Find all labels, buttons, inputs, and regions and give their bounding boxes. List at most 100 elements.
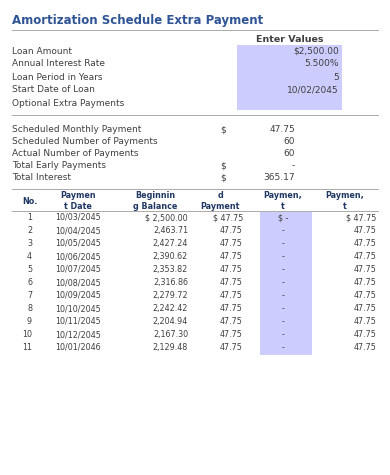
Text: 2,204.94: 2,204.94 bbox=[153, 317, 188, 326]
Bar bbox=[237, 71, 342, 84]
Text: 47.75: 47.75 bbox=[220, 343, 243, 352]
Bar bbox=[260, 212, 312, 225]
Text: Start Date of Loan: Start Date of Loan bbox=[12, 86, 95, 95]
Text: 47.75: 47.75 bbox=[353, 317, 376, 326]
Text: 10/03/2045: 10/03/2045 bbox=[55, 213, 101, 222]
Text: Loan Period in Years: Loan Period in Years bbox=[12, 73, 103, 82]
Text: Beginnin
g Balance: Beginnin g Balance bbox=[133, 191, 177, 211]
Text: 47.75: 47.75 bbox=[353, 304, 376, 313]
Text: -: - bbox=[282, 304, 284, 313]
Bar bbox=[260, 342, 312, 355]
Text: 47.75: 47.75 bbox=[220, 265, 243, 274]
Text: $: $ bbox=[220, 125, 226, 134]
Text: 10/02/2045: 10/02/2045 bbox=[287, 86, 339, 95]
Text: 47.75: 47.75 bbox=[220, 291, 243, 300]
Text: 47.75: 47.75 bbox=[353, 226, 376, 235]
Text: 47.75: 47.75 bbox=[353, 239, 376, 248]
Text: 5.500%: 5.500% bbox=[305, 59, 339, 68]
Bar bbox=[260, 329, 312, 342]
Text: 9: 9 bbox=[27, 317, 32, 326]
Text: -: - bbox=[282, 291, 284, 300]
Bar bbox=[260, 225, 312, 238]
Text: 6: 6 bbox=[27, 278, 32, 287]
Bar bbox=[260, 264, 312, 277]
Text: 2,427.24: 2,427.24 bbox=[152, 239, 188, 248]
Text: Amortization Schedule Extra Payment: Amortization Schedule Extra Payment bbox=[12, 14, 263, 27]
Text: 47.75: 47.75 bbox=[353, 265, 376, 274]
Text: 5: 5 bbox=[333, 73, 339, 82]
Text: 10/07/2045: 10/07/2045 bbox=[55, 265, 101, 274]
Text: -: - bbox=[282, 317, 284, 326]
Text: No.: No. bbox=[22, 197, 38, 206]
Text: 2,353.82: 2,353.82 bbox=[153, 265, 188, 274]
Bar bbox=[237, 84, 342, 97]
Text: -: - bbox=[282, 252, 284, 261]
Text: 2: 2 bbox=[27, 226, 32, 235]
Text: 47.75: 47.75 bbox=[220, 317, 243, 326]
Text: 60: 60 bbox=[284, 137, 295, 146]
Bar bbox=[260, 238, 312, 251]
Text: 47.75: 47.75 bbox=[353, 291, 376, 300]
Text: -: - bbox=[282, 239, 284, 248]
Text: -: - bbox=[282, 265, 284, 274]
Text: 2,390.62: 2,390.62 bbox=[153, 252, 188, 261]
Text: $ 2,500.00: $ 2,500.00 bbox=[145, 213, 188, 222]
Text: -: - bbox=[282, 226, 284, 235]
Text: Annual Interest Rate: Annual Interest Rate bbox=[12, 59, 105, 68]
Text: 3: 3 bbox=[27, 239, 32, 248]
Text: Paymen,
t: Paymen, t bbox=[264, 191, 302, 211]
Text: 47.75: 47.75 bbox=[220, 304, 243, 313]
Text: $ -: $ - bbox=[278, 213, 288, 222]
Bar bbox=[237, 45, 342, 58]
Text: 47.75: 47.75 bbox=[220, 252, 243, 261]
Text: -: - bbox=[282, 343, 284, 352]
Text: 7: 7 bbox=[27, 291, 32, 300]
Text: 60: 60 bbox=[284, 150, 295, 159]
Text: Paymen
t Date: Paymen t Date bbox=[60, 191, 96, 211]
Text: 47.75: 47.75 bbox=[220, 226, 243, 235]
Text: 47.75: 47.75 bbox=[353, 278, 376, 287]
Text: -: - bbox=[292, 162, 295, 171]
Text: Scheduled Number of Payments: Scheduled Number of Payments bbox=[12, 137, 158, 146]
Text: $: $ bbox=[220, 173, 226, 182]
Text: 47.75: 47.75 bbox=[353, 343, 376, 352]
Text: 365.17: 365.17 bbox=[263, 173, 295, 182]
Text: 2,316.86: 2,316.86 bbox=[153, 278, 188, 287]
Text: 10/01/2046: 10/01/2046 bbox=[55, 343, 101, 352]
Text: 5: 5 bbox=[27, 265, 32, 274]
Bar bbox=[260, 251, 312, 264]
Text: 10/12/2045: 10/12/2045 bbox=[55, 330, 101, 339]
Text: 1: 1 bbox=[27, 213, 32, 222]
Text: 10/05/2045: 10/05/2045 bbox=[55, 239, 101, 248]
Text: 47.75: 47.75 bbox=[220, 239, 243, 248]
Bar bbox=[237, 58, 342, 71]
Text: 10/09/2045: 10/09/2045 bbox=[55, 291, 101, 300]
Text: 10/11/2045: 10/11/2045 bbox=[55, 317, 101, 326]
Text: Enter Values: Enter Values bbox=[256, 35, 324, 44]
Text: 10: 10 bbox=[22, 330, 32, 339]
Text: Actual Number of Payments: Actual Number of Payments bbox=[12, 150, 138, 159]
Text: -: - bbox=[282, 278, 284, 287]
Text: Paymen,
t: Paymen, t bbox=[326, 191, 364, 211]
Text: $ 47.75: $ 47.75 bbox=[346, 213, 376, 222]
Text: 10/10/2045: 10/10/2045 bbox=[55, 304, 101, 313]
Text: Loan Amount: Loan Amount bbox=[12, 47, 72, 56]
Text: Scheduled Monthly Payment: Scheduled Monthly Payment bbox=[12, 125, 141, 134]
Text: d
Payment: d Payment bbox=[200, 191, 240, 211]
Text: -: - bbox=[282, 330, 284, 339]
Text: 8: 8 bbox=[27, 304, 32, 313]
Bar bbox=[260, 316, 312, 329]
Text: 10/04/2045: 10/04/2045 bbox=[55, 226, 101, 235]
Text: 10/06/2045: 10/06/2045 bbox=[55, 252, 101, 261]
Bar bbox=[237, 97, 342, 110]
Text: 2,279.72: 2,279.72 bbox=[152, 291, 188, 300]
Text: 47.75: 47.75 bbox=[353, 330, 376, 339]
Text: Optional Extra Payments: Optional Extra Payments bbox=[12, 98, 124, 107]
Text: 2,167.30: 2,167.30 bbox=[153, 330, 188, 339]
Text: 11: 11 bbox=[22, 343, 32, 352]
Text: 4: 4 bbox=[27, 252, 32, 261]
Bar bbox=[260, 290, 312, 303]
Bar bbox=[260, 277, 312, 290]
Text: 47.75: 47.75 bbox=[353, 252, 376, 261]
Text: Total Early Payments: Total Early Payments bbox=[12, 162, 106, 171]
